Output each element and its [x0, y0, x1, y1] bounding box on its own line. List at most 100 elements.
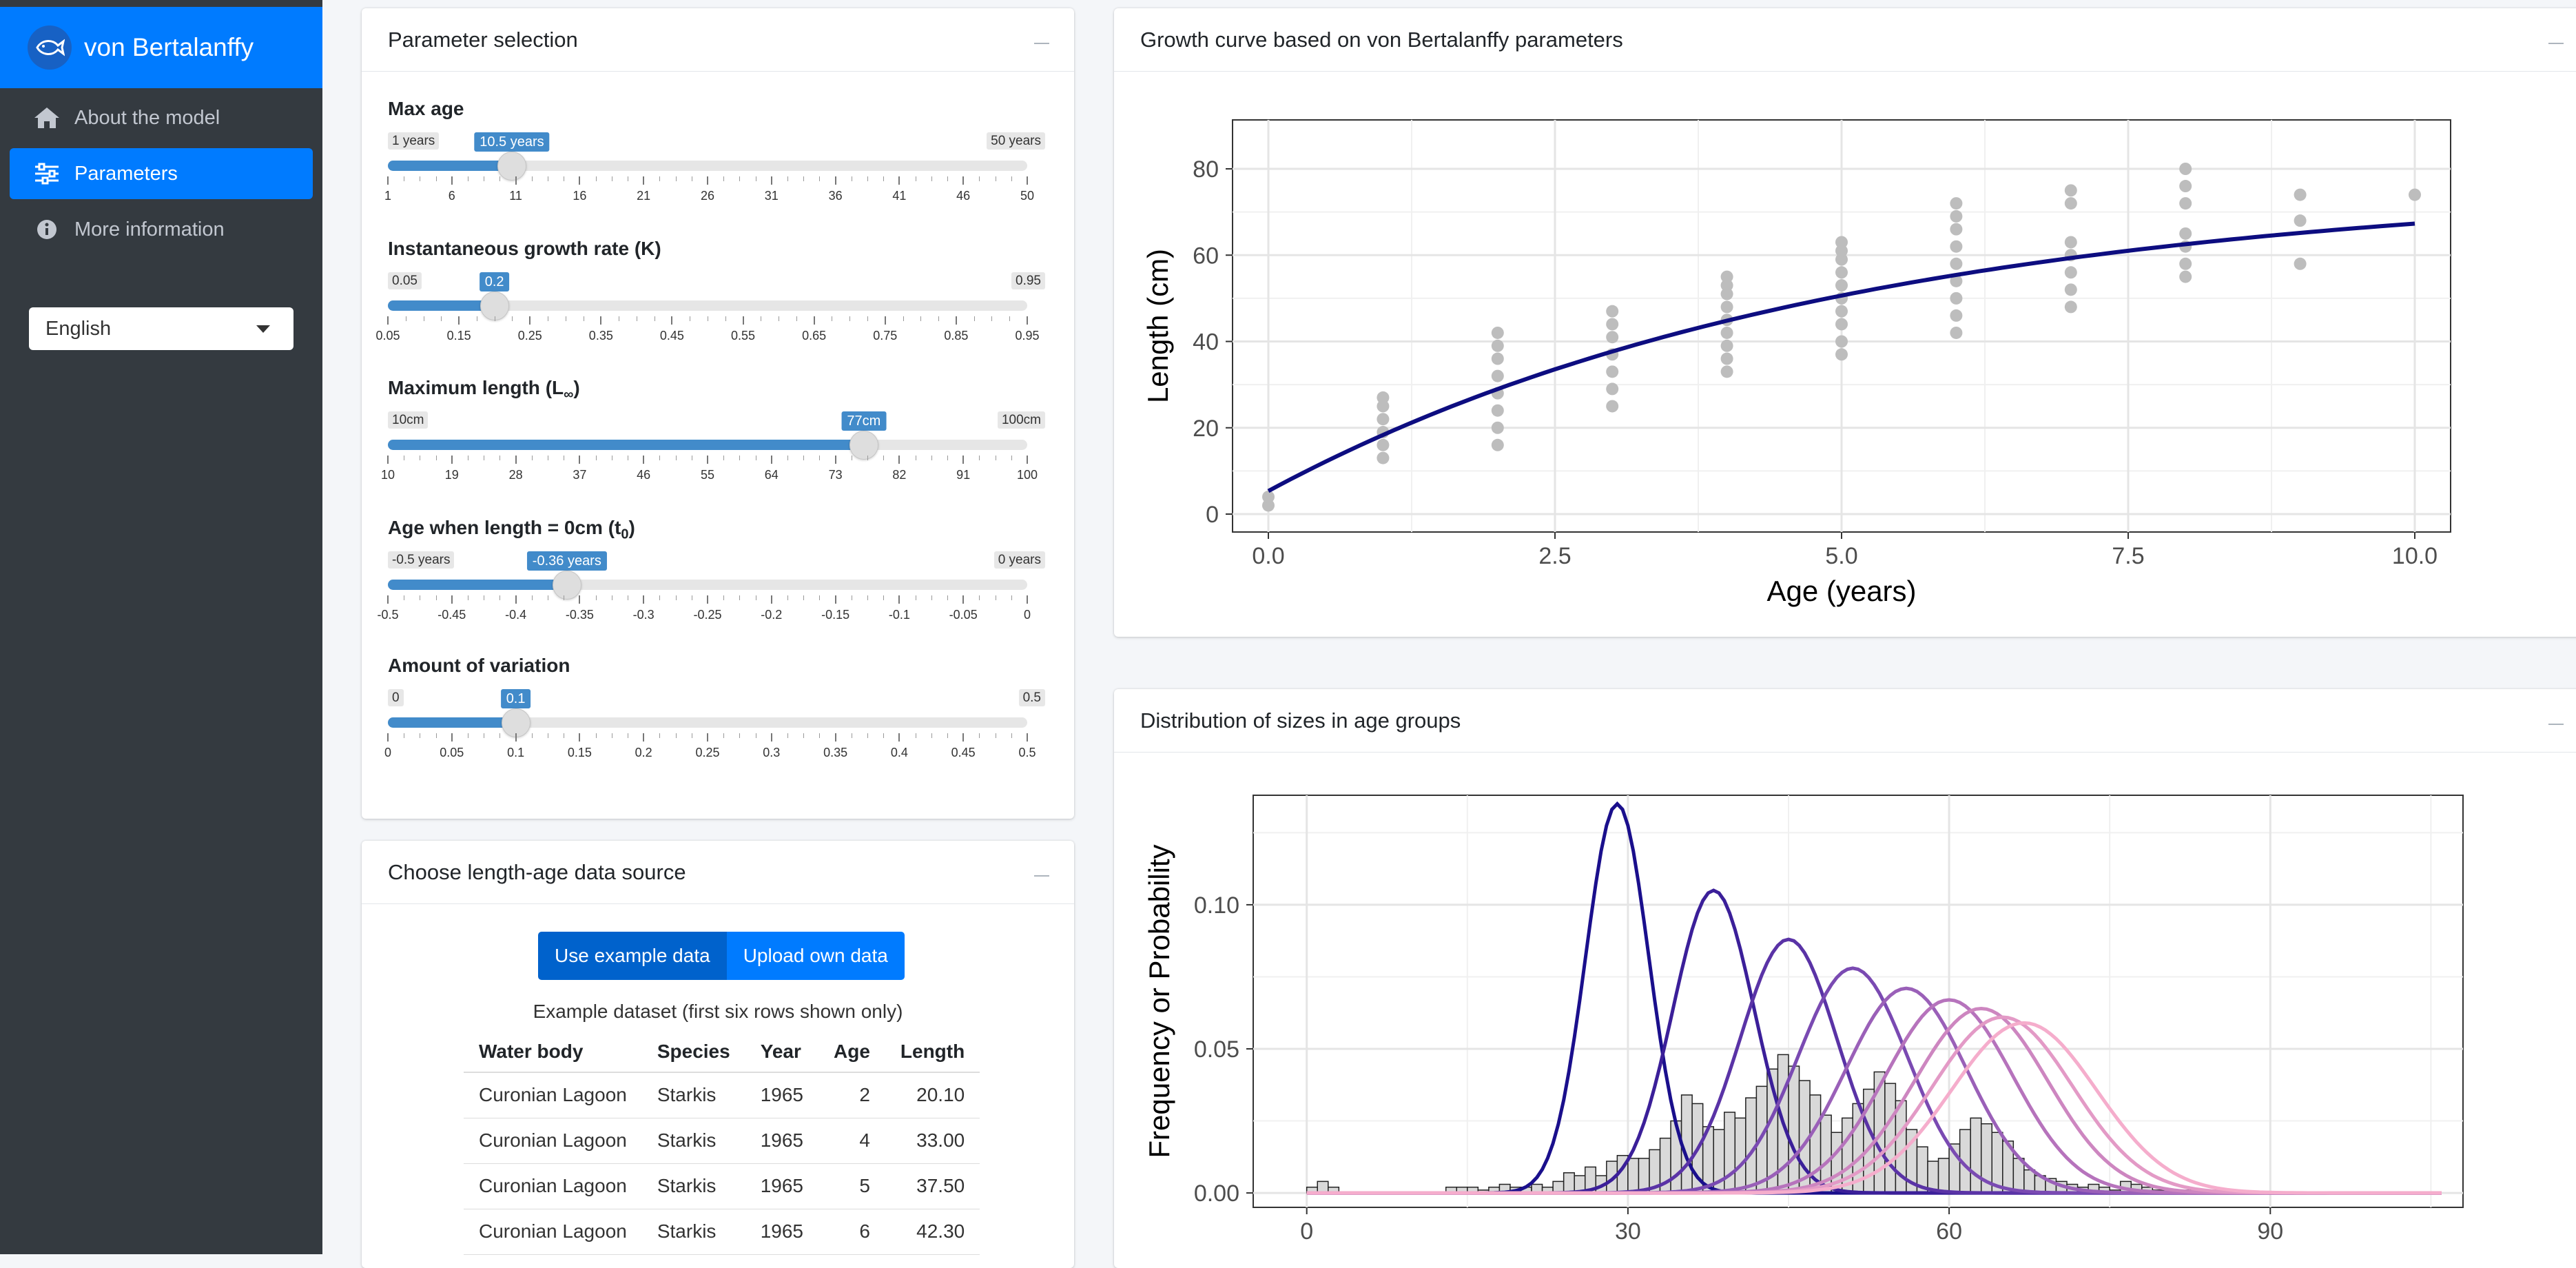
data-point: [1835, 335, 1848, 348]
slider-max-label: 100cm: [997, 411, 1045, 429]
slider-minor-tick: [659, 176, 661, 181]
data-point: [1835, 318, 1848, 331]
slider-minor-tick: [595, 176, 597, 181]
slider-tick: [770, 176, 772, 185]
upload-own-data-button[interactable]: Upload own data: [726, 932, 905, 980]
slider-tick: [962, 733, 965, 742]
data-point: [1950, 240, 1963, 253]
slider-tick-label: 0.5: [1018, 746, 1036, 759]
slider-handle[interactable]: [480, 292, 509, 320]
slider-minor-tick: [1009, 316, 1011, 321]
collapse-icon[interactable]: [2548, 724, 2564, 725]
brand[interactable]: von Bertalanffy: [0, 7, 322, 88]
slider-minor-tick: [979, 456, 980, 460]
data-point: [1606, 331, 1619, 344]
slider-minor-tick: [659, 733, 661, 738]
slider-minor-tick: [931, 595, 932, 600]
slider-ticks: -0.5 -0.45 -0.4 -0.35 -0.3 -0.25 -0.2 -0.15 -0.1…: [377, 595, 1031, 623]
slider-track[interactable]: [388, 152, 1027, 181]
slider-minor-tick: [787, 595, 788, 600]
column-header: Year: [745, 1031, 818, 1073]
slider-minor-tick: [920, 316, 922, 321]
slider-label-subscript: 0: [621, 526, 629, 542]
x-tick-label: 2.5: [1538, 543, 1571, 569]
slider-tick: [962, 595, 965, 604]
slider-minor-tick: [883, 456, 885, 460]
slider-track[interactable]: [388, 708, 1027, 737]
slider-tick: [898, 456, 900, 464]
slider-handle[interactable]: [497, 152, 526, 181]
table-body: Curonian Lagoon Starkis 1965 2 20.10 Curonian…: [464, 1072, 980, 1255]
slider-minor-tick: [867, 595, 868, 600]
slider-tick: [707, 176, 708, 185]
slider-max-label: 0.95: [1011, 272, 1045, 289]
data-point: [1835, 279, 1848, 292]
slider-label-text: Instantaneous growth rate (K): [388, 238, 661, 259]
y-tick-label: 80: [1193, 156, 1219, 183]
slider-minor-tick: [803, 456, 805, 460]
slider-minor-tick: [883, 595, 885, 600]
slider-tick: [834, 456, 836, 464]
slider-tick-label: 21: [637, 189, 651, 203]
y-axis-label: Length (cm): [1142, 249, 1174, 403]
slider-minor-tick: [819, 456, 821, 460]
use-example-data-button[interactable]: Use example data: [538, 932, 727, 980]
slider-minor-tick: [787, 733, 788, 738]
caret-down-icon: [256, 325, 270, 333]
slider-minor-tick: [849, 316, 851, 321]
slider-handle[interactable]: [552, 571, 581, 600]
slider-tick-label: 0.45: [951, 746, 976, 759]
slider-minor-tick: [903, 316, 904, 321]
card-title: Parameter selection: [388, 27, 578, 52]
slider-tick: [515, 456, 517, 464]
slider-tick: [834, 733, 836, 742]
y-tick-label: 0: [1206, 502, 1219, 528]
data-point: [2064, 197, 2077, 210]
sidebar-item-about[interactable]: About the model: [10, 92, 313, 143]
slider-minor-tick: [973, 316, 975, 321]
slider-track[interactable]: [388, 292, 1027, 320]
slider-minor-tick: [867, 176, 868, 181]
slider-tick: [600, 316, 602, 325]
slider-tick: [451, 595, 453, 604]
slider-minor-tick: [787, 176, 788, 181]
slider-minor-tick: [947, 456, 948, 460]
slider-label-text: Age when length = 0cm (t: [388, 517, 621, 538]
collapse-icon[interactable]: [1034, 875, 1049, 877]
slider-minor-tick: [595, 456, 597, 460]
data-point: [2179, 227, 2192, 240]
slider-handle[interactable]: [849, 431, 878, 460]
histogram-bar: [2023, 1169, 2036, 1194]
data-source-toggle: Use example data Upload own data: [538, 932, 905, 980]
y-tick-label: 20: [1193, 416, 1219, 442]
slider-tick-label: 0.05: [440, 746, 464, 759]
sidebar: von Bertalanffy About the model Paramete…: [0, 0, 322, 1254]
data-point: [1835, 244, 1848, 257]
slider-value-label: 77cm: [841, 411, 887, 431]
data-point: [2294, 257, 2307, 270]
slider-tick-label: 11: [509, 189, 522, 203]
sidebar-item-parameters[interactable]: Parameters: [10, 148, 313, 199]
data-point: [1377, 413, 1390, 426]
card-title: Growth curve based on von Bertalanffy pa…: [1140, 27, 1623, 52]
sidebar-item-more-information[interactable]: More information: [10, 204, 313, 255]
slider-minor-tick: [803, 733, 805, 738]
data-point: [1950, 292, 1963, 305]
slider-track[interactable]: [388, 571, 1027, 600]
slider-tick-label: -0.3: [632, 608, 655, 622]
table-cell: 42.30: [885, 1209, 980, 1255]
slider-fill: [388, 717, 516, 728]
slider-ticks: 10 19 28 37 46 55 64 73 82 91 100: [381, 456, 1038, 483]
slider-tick-label: -0.2: [761, 608, 783, 622]
slider-tick-label: 0.05: [375, 329, 400, 342]
collapse-icon[interactable]: [1034, 43, 1049, 44]
slider-value-label: 10.5 years: [474, 132, 550, 152]
slider-tick-label: -0.1: [888, 608, 910, 622]
slider-handle[interactable]: [501, 708, 530, 737]
language-select[interactable]: English: [29, 307, 293, 350]
card-title: Choose length-age data source: [388, 859, 686, 884]
data-point: [1950, 326, 1963, 339]
data-point: [1377, 400, 1390, 413]
slider-track[interactable]: [388, 431, 1027, 460]
collapse-icon[interactable]: [2548, 43, 2564, 44]
